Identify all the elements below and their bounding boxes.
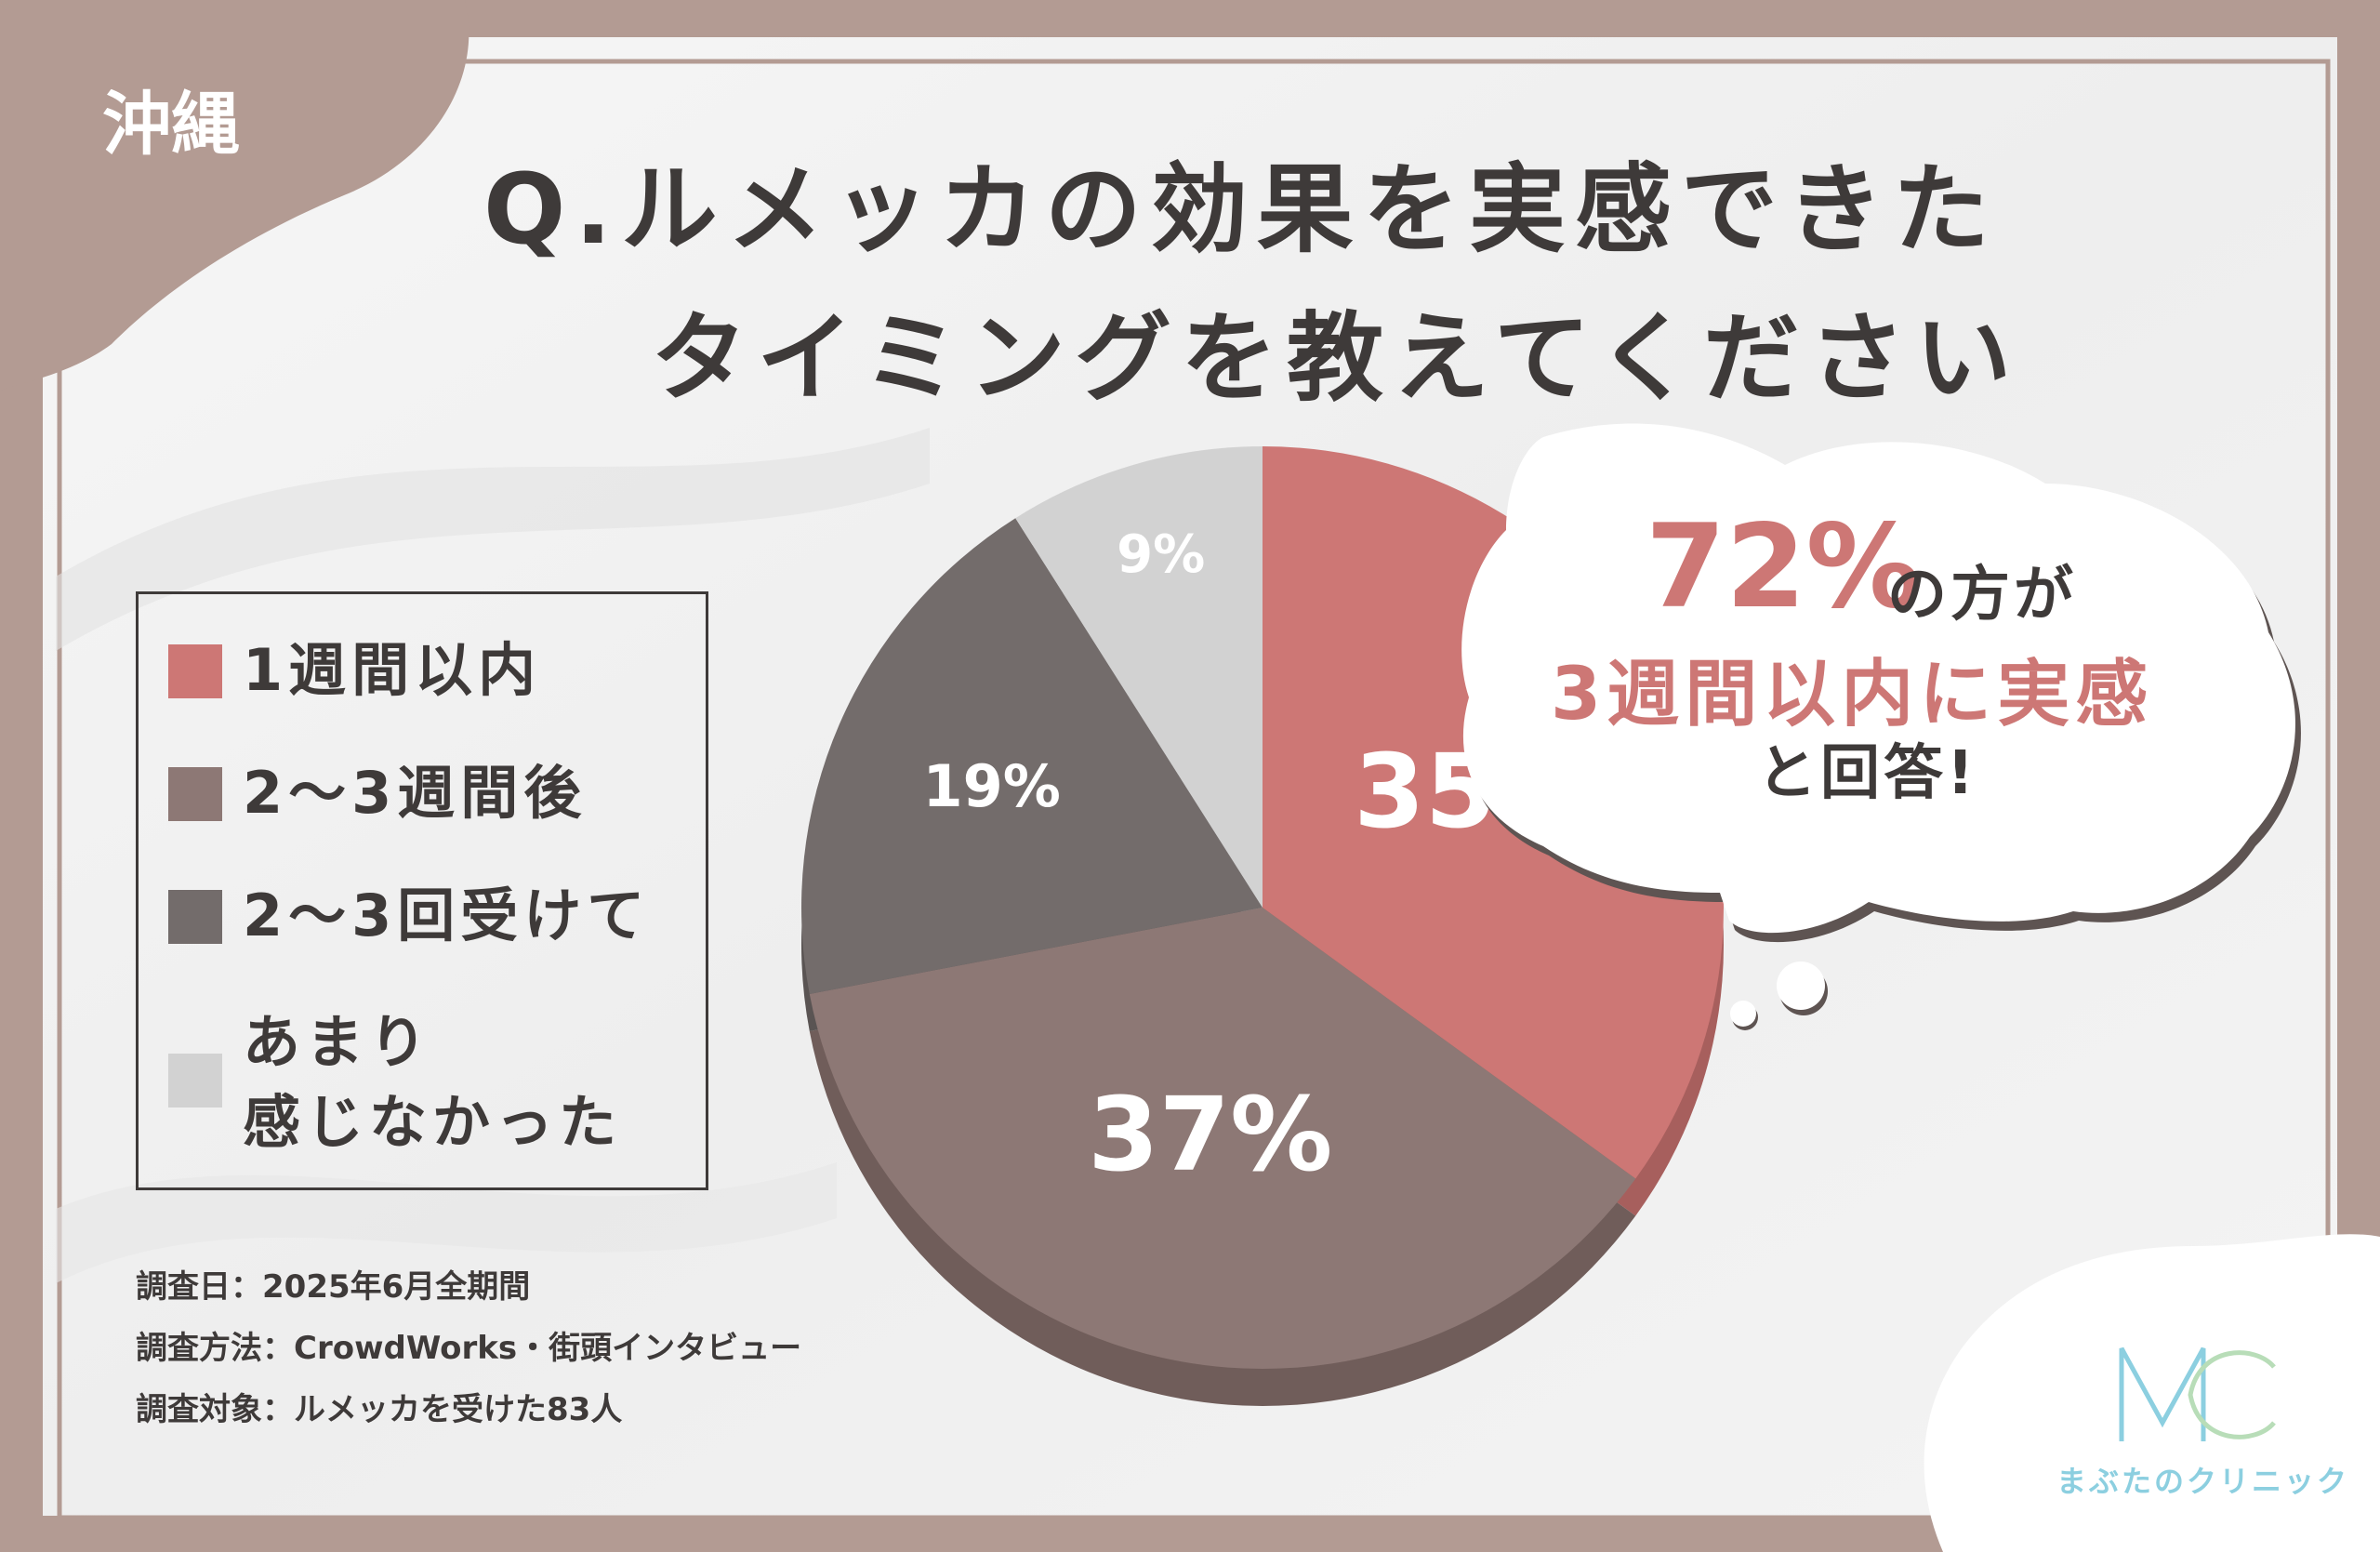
shadow-streak	[56, 1162, 837, 1283]
legend-label-4a: あまり	[243, 1008, 433, 1076]
pie-slice	[809, 908, 1636, 1369]
legend-label-4b: 感じなかった	[243, 1088, 623, 1156]
callout-line-3: と回答!	[1757, 739, 1978, 808]
legend-swatch-3	[168, 890, 222, 944]
legend-swatch-1	[168, 644, 222, 698]
legend-label-2: 2〜3週間後	[243, 759, 588, 827]
legend-label-1: 1週間以内	[243, 636, 542, 704]
logo-name: まぶたのクリニック	[2056, 1464, 2350, 1499]
title-line-2: タイミングを教えてください	[651, 301, 2021, 415]
pie-slice-label: 9%	[1117, 524, 1205, 585]
legend-swatch-2	[168, 767, 222, 821]
survey-date: 調査日：2025年6月全期間	[136, 1268, 531, 1306]
callout-percent: 72%	[1646, 500, 1922, 634]
legend-label-3: 2〜3回受けて	[243, 882, 651, 949]
region-tag: 沖縄	[102, 85, 240, 165]
pie-slice	[1015, 446, 1263, 908]
bubble-body	[1461, 423, 2295, 934]
survey-method: 調査方法：CrowdWorks・街頭インタビュー	[136, 1330, 802, 1367]
legend: 1週間以内 2〜3週間後 2〜3回受けて あまり 感じなかった	[136, 591, 708, 1190]
pie-slice	[801, 518, 1263, 994]
survey-target: 調査対象：ルメッカを受けた83人	[136, 1391, 623, 1428]
legend-swatch-4	[168, 1054, 222, 1108]
logo-mark-icon	[2119, 1346, 2276, 1441]
bubble-dot	[1730, 1001, 1756, 1027]
pie-slice-label: 19%	[922, 752, 1060, 820]
bubble-dot	[1777, 962, 1825, 1010]
logo-blob	[1924, 1234, 2380, 1552]
shadow-streak	[56, 428, 930, 651]
callout-suffix: の方が	[1887, 561, 2077, 630]
callout-line-2: 3週間以内に実感	[1551, 653, 2154, 736]
corner-blob	[0, 0, 469, 391]
title-line-1: Q.ルメッカの効果を実感できた	[483, 153, 1999, 266]
frame-line	[57, 59, 2331, 1520]
pie-slice-label: 37%	[1088, 1075, 1332, 1194]
